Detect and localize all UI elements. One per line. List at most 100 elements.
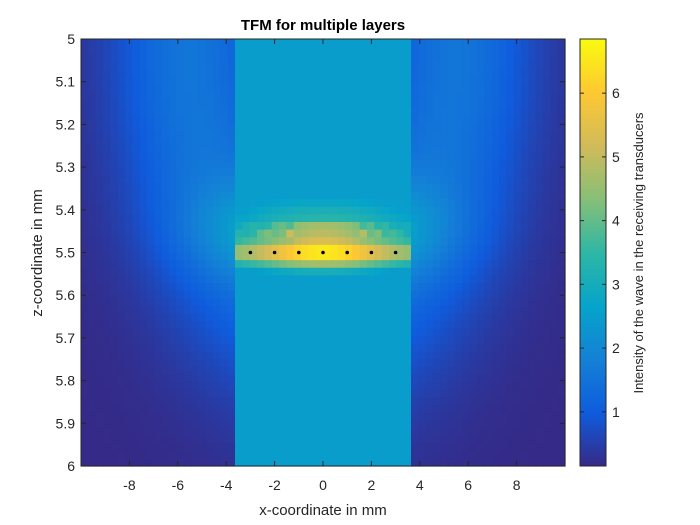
heatmap-cell	[440, 344, 449, 353]
heatmap-cell	[213, 405, 221, 414]
heatmap-cell	[550, 77, 559, 86]
heatmap-cell	[550, 222, 559, 231]
heatmap-cell	[279, 321, 287, 330]
heatmap-cell	[411, 84, 419, 93]
heatmap-cell	[418, 115, 427, 124]
heatmap-cell	[440, 435, 449, 444]
heatmap-cell	[88, 206, 97, 215]
heatmap-cell	[242, 61, 251, 71]
heatmap-cell	[506, 176, 515, 185]
heatmap-cell	[477, 206, 485, 215]
heatmap-cell	[447, 237, 456, 246]
heatmap-cell	[147, 298, 155, 307]
heatmap-cell	[521, 366, 529, 376]
heatmap-cell	[286, 206, 295, 215]
heatmap-cell	[81, 237, 89, 246]
heatmap-cell	[198, 283, 207, 292]
heatmap-cell	[557, 443, 566, 452]
heatmap-cell	[506, 260, 515, 269]
heatmap-cell	[455, 344, 463, 353]
heatmap-cell	[220, 252, 229, 261]
heatmap-cell	[323, 351, 331, 360]
heatmap-cell	[513, 54, 522, 63]
heatmap-cell	[418, 100, 427, 109]
heatmap-cell	[513, 275, 522, 284]
heatmap-cell	[411, 443, 419, 452]
heatmap-cell	[154, 244, 163, 254]
heatmap-cell	[550, 313, 559, 322]
heatmap-cell	[235, 420, 243, 429]
heatmap-cell	[147, 161, 155, 170]
heatmap-cell	[411, 328, 419, 337]
heatmap-cell	[506, 100, 515, 109]
heatmap-cell	[433, 435, 441, 444]
heatmap-cell	[543, 420, 551, 429]
heatmap-cell	[367, 397, 375, 406]
heatmap-cell	[315, 267, 324, 276]
heatmap-cell	[301, 77, 309, 86]
heatmap-cell	[447, 283, 456, 292]
heatmap-cell	[396, 214, 405, 223]
heatmap-cell	[330, 145, 339, 154]
heatmap-cell	[198, 443, 207, 452]
heatmap-cell	[161, 435, 170, 444]
heatmap-cell	[411, 168, 419, 177]
heatmap-cell	[484, 374, 493, 383]
heatmap-cell	[345, 122, 353, 132]
heatmap-cell	[154, 389, 163, 398]
heatmap-cell	[205, 283, 214, 292]
heatmap-cell	[257, 344, 265, 353]
heatmap-cell	[271, 305, 280, 315]
heatmap-cell	[403, 84, 412, 93]
heatmap-cell	[315, 161, 324, 170]
heatmap-cell	[271, 351, 280, 360]
heatmap-cell	[88, 344, 97, 353]
heatmap-cell	[469, 283, 478, 292]
heatmap-cell	[95, 298, 104, 307]
heatmap-cell	[396, 283, 405, 292]
heatmap-cell	[161, 412, 170, 421]
heatmap-cell	[242, 46, 251, 55]
marker-point	[369, 250, 374, 255]
heatmap-cell	[235, 397, 243, 406]
heatmap-cell	[198, 252, 207, 261]
heatmap-cell	[374, 161, 383, 170]
heatmap-cell	[220, 168, 229, 177]
heatmap-cell	[506, 450, 515, 459]
heatmap-cell	[323, 130, 331, 139]
heatmap-cell	[403, 229, 412, 238]
heatmap-cell	[147, 130, 155, 139]
heatmap-cell	[367, 328, 375, 337]
heatmap-cell	[345, 100, 353, 109]
heatmap-cell	[183, 336, 192, 345]
heatmap-cell	[257, 229, 265, 238]
heatmap-cell	[176, 458, 185, 467]
heatmap-cell	[396, 54, 405, 63]
heatmap-cell	[418, 458, 427, 467]
heatmap-cell	[462, 69, 471, 78]
y-tick-label: 5.6	[56, 287, 76, 303]
heatmap-cell	[279, 382, 287, 391]
heatmap-cell	[528, 206, 537, 215]
heatmap-cell	[352, 458, 361, 467]
heatmap-cell	[103, 214, 111, 223]
heatmap-cell	[521, 328, 529, 337]
heatmap-cell	[550, 168, 559, 177]
heatmap-cell	[550, 237, 559, 246]
heatmap-cell	[550, 420, 559, 429]
heatmap-cell	[301, 435, 309, 444]
heatmap-cell	[227, 328, 236, 337]
heatmap-cell	[359, 351, 368, 360]
heatmap-cell	[499, 229, 507, 238]
heatmap-cell	[308, 206, 317, 215]
heatmap-cell	[477, 61, 485, 71]
heatmap-cell	[506, 199, 515, 208]
heatmap-cell	[81, 420, 89, 429]
heatmap-cell	[396, 199, 405, 208]
heatmap-cell	[455, 54, 463, 63]
heatmap-cell	[81, 389, 89, 398]
heatmap-cell	[359, 222, 368, 231]
heatmap-cell	[81, 458, 89, 467]
heatmap-cell	[491, 313, 500, 322]
heatmap-cell	[403, 222, 412, 231]
